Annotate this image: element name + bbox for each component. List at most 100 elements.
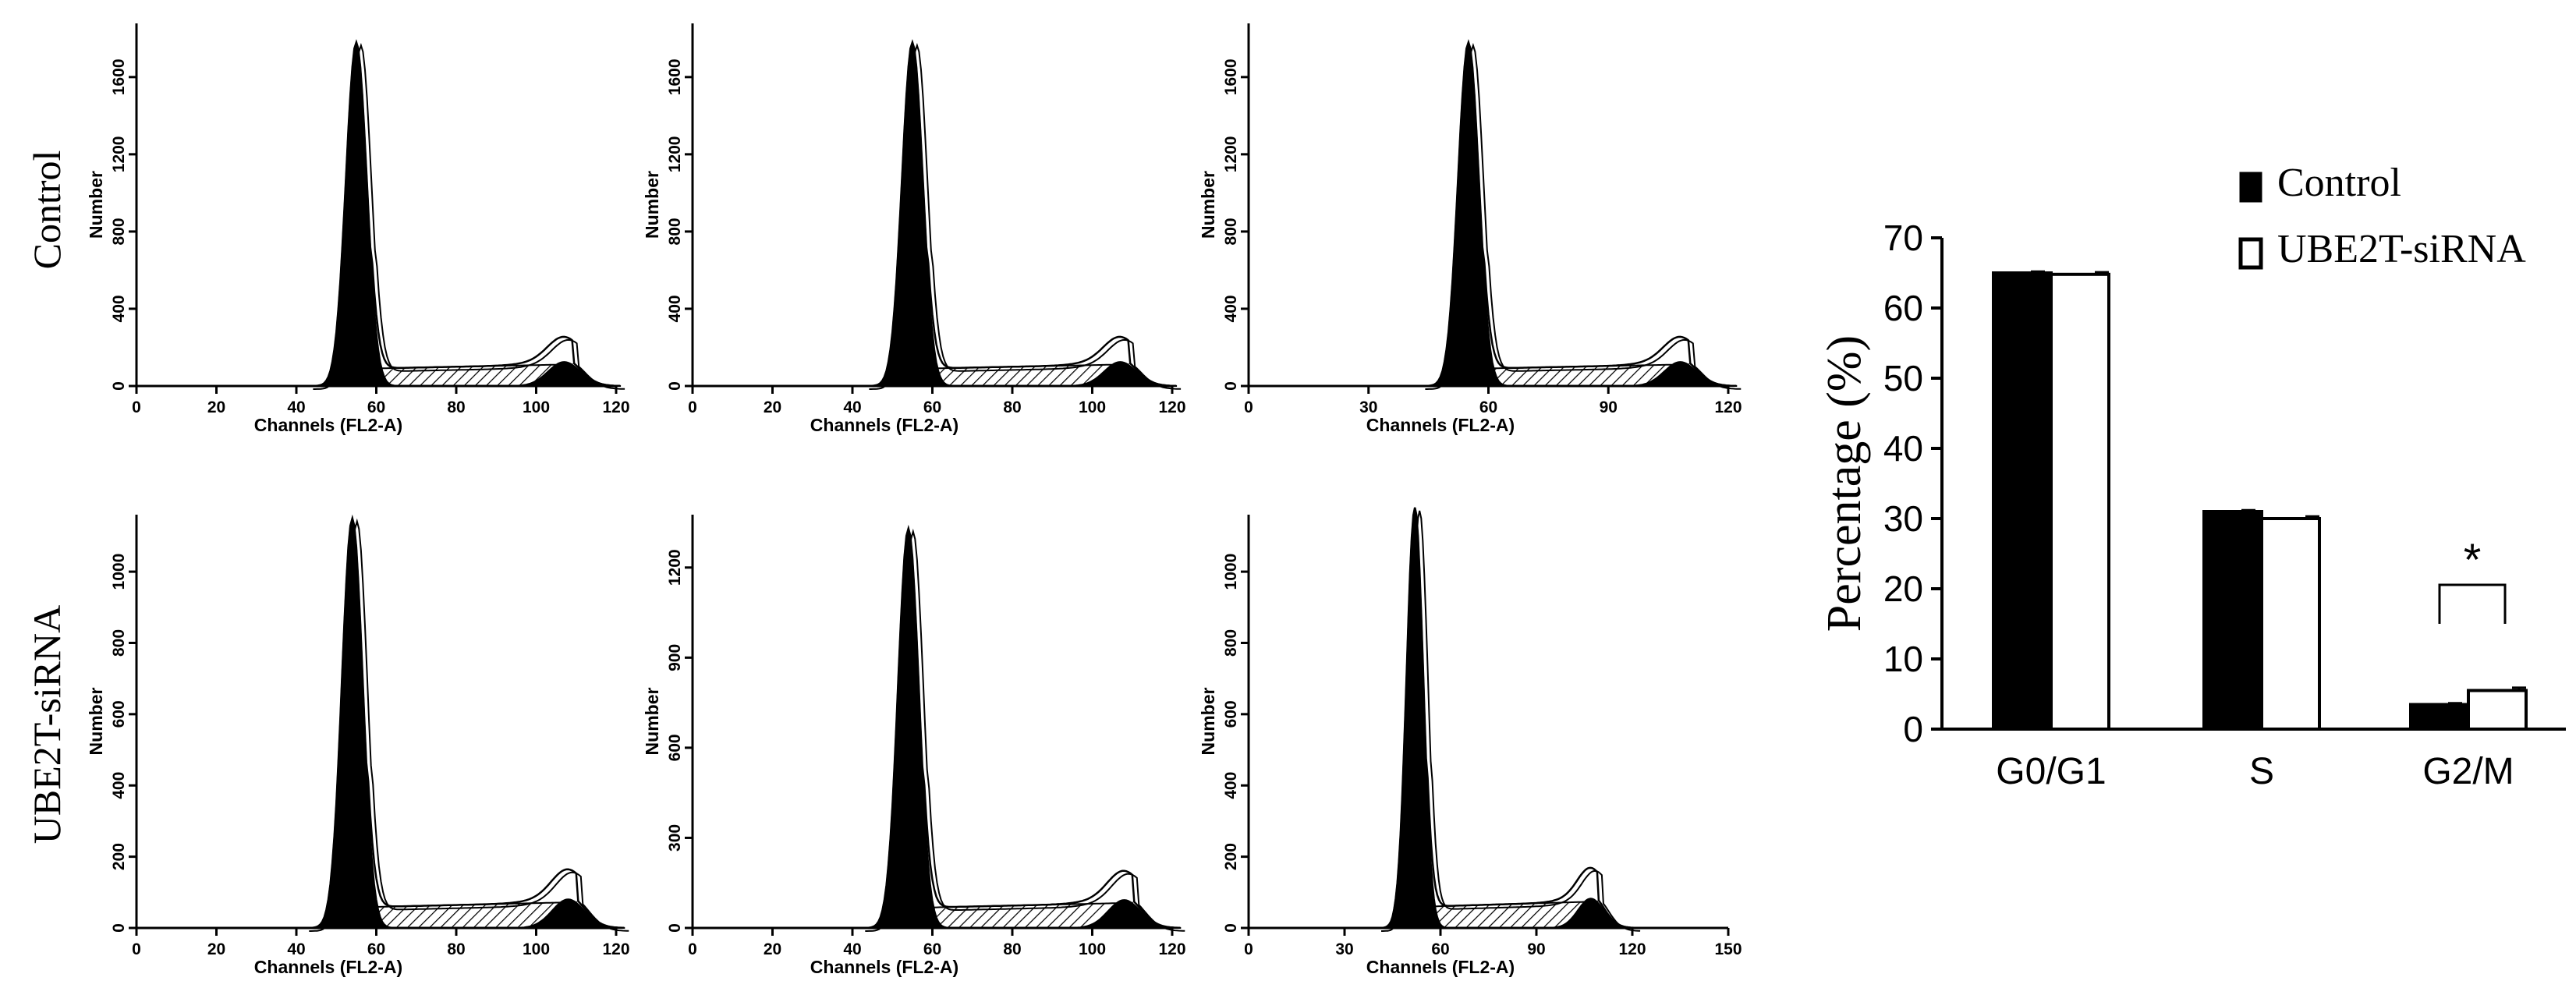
histogram-y-tick-label: 0 — [666, 381, 684, 391]
histogram-peak-marker — [553, 374, 568, 384]
bar-y-tick-label: 60 — [1883, 288, 1923, 328]
bar-y-tick-label: 70 — [1883, 218, 1923, 258]
histogram-y-tick-label: 1200 — [110, 136, 128, 173]
histogram-x-tick-label: 0 — [688, 398, 697, 416]
bar-y-tick-label: 50 — [1883, 358, 1923, 398]
histogram-envelope — [1377, 507, 1636, 930]
histogram-y-label: Number — [642, 688, 662, 756]
bar-y-tick-label: 10 — [1883, 639, 1923, 679]
legend-swatch-ube2t-sirna — [2238, 237, 2263, 270]
histogram-y-tick-label: 300 — [666, 824, 684, 852]
histogram-y-tick-label: 1200 — [666, 549, 684, 586]
histogram-x-tick-label: 100 — [1079, 398, 1106, 416]
histogram-envelope — [308, 39, 621, 388]
histogram-x-tick-label: 120 — [602, 940, 629, 958]
histogram-x-label: Channels (FL2-A) — [254, 957, 402, 977]
histogram-y-tick-label: 0 — [1222, 381, 1240, 391]
histogram-x-tick-label: 0 — [1244, 940, 1253, 958]
histogram-x-tick-label: 120 — [1714, 398, 1742, 416]
histogram-x-tick-label: 90 — [1527, 940, 1545, 958]
histogram-y-tick-label: 600 — [666, 734, 684, 761]
histogram-x-tick-label: 150 — [1714, 940, 1742, 958]
histogram-y-tick-label: 1600 — [110, 58, 128, 95]
histogram-x-tick-label: 60 — [367, 398, 385, 416]
histogram-x-tick-label: 40 — [843, 940, 861, 958]
histogram-y-tick-label: 0 — [110, 381, 128, 391]
bar-ube2t-sirna — [2467, 689, 2528, 731]
histogram-x-tick-label: 20 — [207, 398, 225, 416]
histogram-y-tick-label: 0 — [666, 923, 684, 933]
histogram-x-tick-label: 40 — [287, 940, 305, 958]
histogram-x-tick-label: 0 — [1244, 398, 1253, 416]
histogram-envelope-secondary — [1381, 510, 1641, 932]
histogram-y-tick-label: 400 — [1222, 772, 1240, 799]
histogram-peak-marker — [1105, 374, 1120, 384]
histogram-y-tick-label: 800 — [110, 629, 128, 657]
histogram-y-tick-label: 0 — [110, 923, 128, 933]
histogram-envelope — [1420, 39, 1737, 388]
histogram-x-tick-label: 100 — [1079, 940, 1106, 958]
histogram-envelope-secondary — [869, 43, 1182, 390]
legend-swatch-control — [2239, 172, 2262, 203]
histogram-y-tick-label: 800 — [1222, 218, 1240, 245]
histogram-y-tick-label: 1200 — [1222, 136, 1240, 173]
histogram-g2-peak — [1377, 898, 1637, 929]
histogram-y-tick-label: 0 — [1222, 923, 1240, 933]
histogram-x-tick-label: 20 — [764, 398, 781, 416]
histogram-y-tick-label: 200 — [1222, 843, 1240, 870]
histogram-y-label: Number — [642, 171, 662, 239]
histogram-x-tick-label: 120 — [1158, 940, 1185, 958]
histogram-x-tick-label: 0 — [688, 940, 697, 958]
histogram-x-tick-label: 60 — [1479, 398, 1497, 416]
histogram-peak-marker — [1414, 915, 1429, 926]
histogram-x-tick-label: 0 — [132, 398, 141, 416]
histogram-x-tick-label: 60 — [923, 398, 941, 416]
histogram-x-label: Channels (FL2-A) — [254, 415, 402, 435]
histogram-x-tick-label: 100 — [523, 398, 550, 416]
histogram-g2-peak — [304, 898, 625, 929]
row-label-ube2t-sirna: UBE2T-siRNA — [25, 604, 69, 845]
histogram-x-tick-label: 30 — [1335, 940, 1353, 958]
histogram-g2-peak — [308, 361, 622, 387]
histogram-x-tick-label: 20 — [764, 940, 781, 958]
histogram-y-tick-label: 1200 — [666, 136, 684, 173]
histogram-x-tick-label: 80 — [447, 940, 465, 958]
bar-y-tick-label: 30 — [1883, 498, 1923, 539]
histogram-y-tick-label: 1600 — [1222, 58, 1240, 95]
histogram-x-tick-label: 60 — [923, 940, 941, 958]
histogram-x-tick-label: 120 — [1618, 940, 1646, 958]
histogram-y-tick-label: 600 — [1222, 700, 1240, 728]
histogram-x-label: Channels (FL2-A) — [1366, 957, 1515, 977]
histogram-y-label: Number — [1198, 171, 1218, 239]
histogram-x-tick-label: 80 — [1003, 398, 1021, 416]
bar-ube2t-sirna — [2260, 517, 2321, 731]
bar-control — [1992, 271, 2053, 731]
legend-label-ube2t-sirna: UBE2T-siRNA — [2277, 227, 2526, 271]
histogram-y-tick-label: 600 — [110, 700, 128, 728]
significance-star: * — [2464, 535, 2482, 586]
histogram-x-label: Channels (FL2-A) — [810, 415, 958, 435]
histogram-y-tick-label: 200 — [110, 843, 128, 870]
histogram-y-tick-label: 400 — [110, 295, 128, 322]
histogram-y-label: Number — [86, 688, 106, 756]
histogram-peak-marker — [1453, 374, 1468, 384]
histogram-x-tick-label: 80 — [1003, 940, 1021, 958]
histogram-envelope — [304, 514, 625, 930]
histogram-envelope — [864, 39, 1177, 388]
histogram-x-label: Channels (FL2-A) — [1366, 415, 1515, 435]
histogram-g1-peak — [860, 525, 1181, 929]
histogram-x-tick-label: 0 — [132, 940, 141, 958]
histogram-y-tick-label: 400 — [666, 295, 684, 322]
histogram-envelope — [860, 524, 1181, 930]
bar-y-tick-label: 40 — [1883, 428, 1923, 469]
histogram-peak-marker — [341, 374, 356, 384]
histogram-x-tick-label: 90 — [1600, 398, 1618, 416]
histogram-x-label: Channels (FL2-A) — [810, 957, 958, 977]
bar-y-tick-label: 20 — [1883, 568, 1923, 609]
